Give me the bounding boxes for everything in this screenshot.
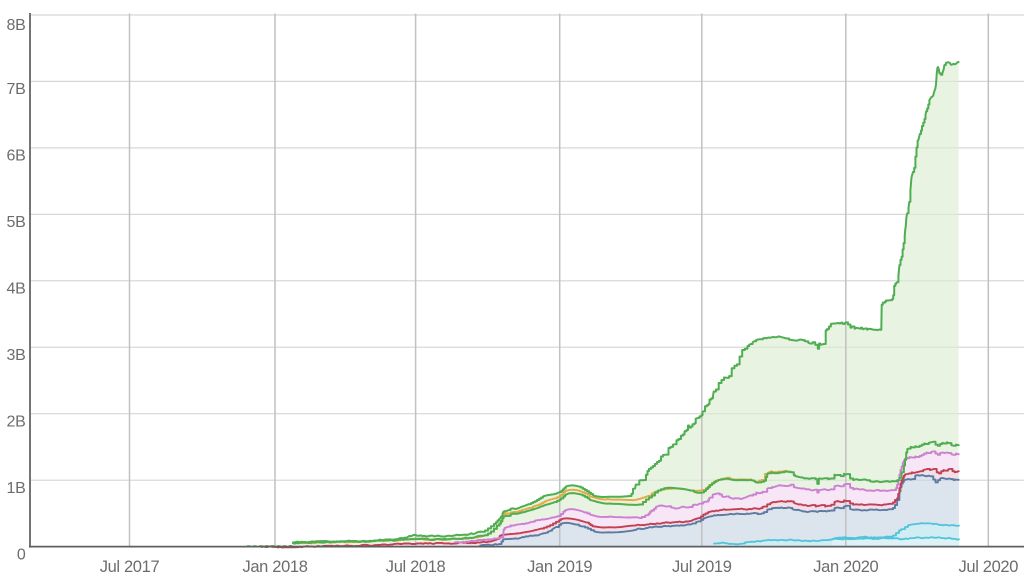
svg-text:Jan 2018: Jan 2018 <box>242 558 307 575</box>
svg-text:7B: 7B <box>7 81 26 98</box>
svg-text:Jul 2020: Jul 2020 <box>959 558 1019 575</box>
svg-text:4B: 4B <box>7 281 26 298</box>
svg-text:Jul 2017: Jul 2017 <box>100 558 160 575</box>
svg-text:5B: 5B <box>7 214 26 231</box>
svg-text:Jan 2020: Jan 2020 <box>813 558 878 575</box>
svg-text:Jul 2018: Jul 2018 <box>386 558 446 575</box>
svg-text:2B: 2B <box>7 414 26 431</box>
svg-text:1B: 1B <box>7 480 26 497</box>
svg-text:3B: 3B <box>7 347 26 364</box>
svg-text:Jul 2019: Jul 2019 <box>672 558 732 575</box>
svg-text:0: 0 <box>17 546 26 563</box>
svg-text:8B: 8B <box>7 17 26 34</box>
svg-text:Jan 2019: Jan 2019 <box>527 558 592 575</box>
svg-text:6B: 6B <box>7 148 26 165</box>
